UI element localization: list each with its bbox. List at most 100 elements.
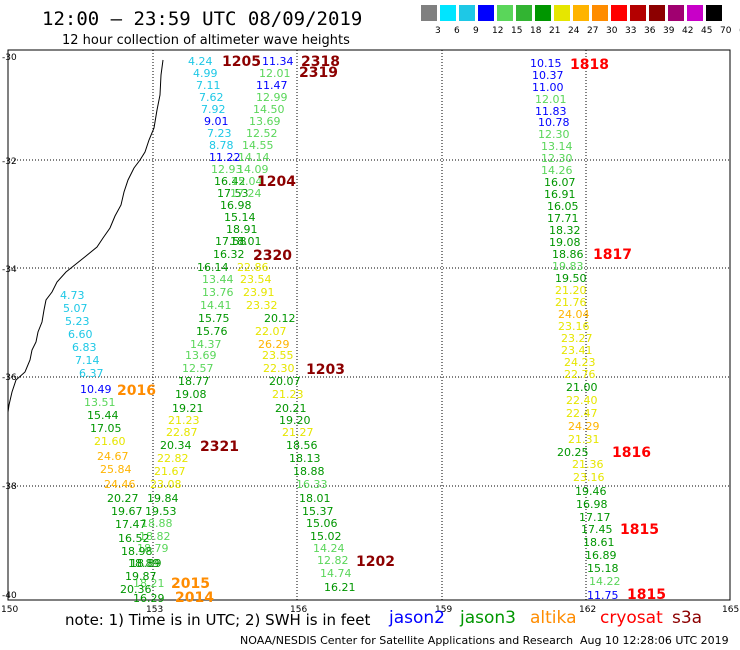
page-subtitle: 12 hour collection of altimeter wave hei…: [62, 33, 350, 48]
wave-height-label: 19.20: [279, 414, 311, 427]
wave-height-label: 13.69: [249, 115, 281, 128]
scale-label: 70: [720, 26, 732, 36]
wave-height-label: 18.32: [549, 224, 581, 237]
wave-height-label: 18.79: [137, 542, 169, 555]
scale-label: 33: [625, 26, 637, 36]
wave-height-label: 18.89: [130, 557, 162, 570]
wave-height-label: 21.60: [94, 435, 126, 448]
scale-swatch: [649, 5, 665, 21]
wave-height-label: 18.86: [552, 248, 584, 261]
scale-swatch: [668, 5, 684, 21]
wave-height-label: 18.21: [133, 577, 165, 590]
wave-height-label: 21.00: [566, 381, 598, 394]
wave-height-label: 6.37: [79, 367, 104, 380]
pass-time-label: 1818: [570, 57, 609, 73]
scale-swatch: [535, 5, 551, 21]
wave-height-label: 12.01: [535, 93, 567, 106]
wave-height-label: 14.24: [313, 542, 345, 555]
scale-label: 21: [549, 26, 561, 36]
wave-height-label: 10.37: [532, 69, 564, 82]
wave-height-label: 11.75: [587, 589, 619, 602]
wave-height-label: 21.36: [572, 458, 604, 471]
pass-time-label: 1816: [612, 445, 651, 461]
wave-height-label: 17.47: [115, 518, 147, 531]
wave-height-label: 22.30: [263, 362, 295, 375]
pass-time-label: 1817: [593, 247, 632, 263]
satellite-name: jason3: [460, 608, 516, 628]
lat-label: -32: [2, 157, 17, 167]
wave-height-label: 23.16: [558, 320, 590, 333]
wave-height-label: 13.14: [541, 140, 573, 153]
wave-height-label: 7.92: [201, 103, 226, 116]
wave-height-label: 16.32: [213, 248, 245, 261]
wave-height-label: 20.36: [120, 583, 152, 596]
wave-height-label: 15.06: [306, 517, 338, 530]
wave-height-label: 21.67: [154, 465, 186, 478]
wave-height-label: 18.98: [121, 545, 153, 558]
satellite-name: jason2: [389, 608, 445, 628]
wave-height-label: 15.14: [224, 211, 256, 224]
wave-height-label: 15.18: [587, 562, 619, 575]
lon-label: 159: [435, 605, 452, 615]
wave-height-label: 19.67: [111, 505, 143, 518]
wave-height-label: 23.41: [561, 344, 593, 357]
wave-height-label: 16.42: [214, 175, 246, 188]
wave-height-label: 19.87: [125, 570, 157, 583]
pass-time-label: 2320: [253, 248, 292, 264]
wave-height-label: 23.16: [573, 471, 605, 484]
wave-height-label: 19.21: [172, 402, 204, 415]
scale-label: 24: [568, 26, 580, 36]
scale-label: 15: [511, 26, 523, 36]
credit-line: NOAA/NESDIS Center for Satellite Applica…: [240, 634, 574, 647]
wave-height-label: 14.41: [200, 299, 232, 312]
wave-height-label: 20.07: [269, 375, 301, 388]
lat-tick-labels: -30 -32 -34 -36 -38 -40: [2, 53, 17, 601]
scale-swatch: [554, 5, 570, 21]
footer-note: note: 1) Time is in UTC; 2) SWH is in fe…: [65, 611, 371, 629]
wave-height-label: 18.77: [178, 375, 210, 388]
wave-height-label: 19.83: [552, 260, 584, 273]
wave-height-label: 15.37: [302, 505, 334, 518]
wave-height-label: 20.27: [107, 492, 139, 505]
map-frame: [7, 49, 731, 601]
coastline: [7, 59, 164, 413]
wave-height-label: 22.07: [255, 325, 287, 338]
lat-label: -34: [2, 265, 17, 275]
wave-height-label: 22.82: [157, 452, 189, 465]
wave-height-label: 24.46: [104, 478, 136, 491]
scale-swatch: [630, 5, 646, 21]
wave-height-label: 22.76: [564, 368, 596, 381]
wave-height-label: 12.99: [256, 91, 288, 104]
wave-height-label: 19.46: [575, 485, 607, 498]
scale-swatch: [478, 5, 494, 21]
wave-height-label: 4.99: [193, 67, 218, 80]
wave-height-label: 12.01: [259, 67, 291, 80]
wave-height-label: 21.76: [555, 296, 587, 309]
pass-time-label: 1202: [356, 554, 395, 570]
wave-height-label: 7.23: [207, 127, 232, 140]
scale-swatch: [611, 5, 627, 21]
wave-height-label: 22.47: [566, 407, 598, 420]
wave-height-label: 23.08: [150, 478, 182, 491]
scale-swatch: [440, 5, 456, 21]
scale-label: 18: [530, 26, 542, 36]
wave-height-label: 13.69: [185, 349, 217, 362]
wave-height-label: 16.21: [324, 581, 356, 594]
wave-height-label: 6.83: [72, 341, 97, 354]
wave-height-label: 20.12: [264, 312, 296, 325]
scale-swatch: [592, 5, 608, 21]
wave-height-label: 21.20: [555, 284, 587, 297]
wave-height-label: 19.08: [549, 236, 581, 249]
wave-height-label: 14.37: [190, 338, 222, 351]
wave-height-label: 14.22: [589, 575, 621, 588]
wave-height-label: 24.04: [558, 308, 590, 321]
wave-height-label: 12.52: [246, 127, 278, 140]
wave-height-label: 12.82: [317, 554, 349, 567]
wave-height-label: 16.91: [544, 188, 576, 201]
wave-height-label: 23.55: [262, 349, 294, 362]
wave-height-label: 10.49: [80, 383, 112, 396]
wave-height-label: 17.53: [217, 187, 249, 200]
wave-height-label: 18.88: [141, 517, 173, 530]
wave-height-label: 13.44: [202, 273, 234, 286]
